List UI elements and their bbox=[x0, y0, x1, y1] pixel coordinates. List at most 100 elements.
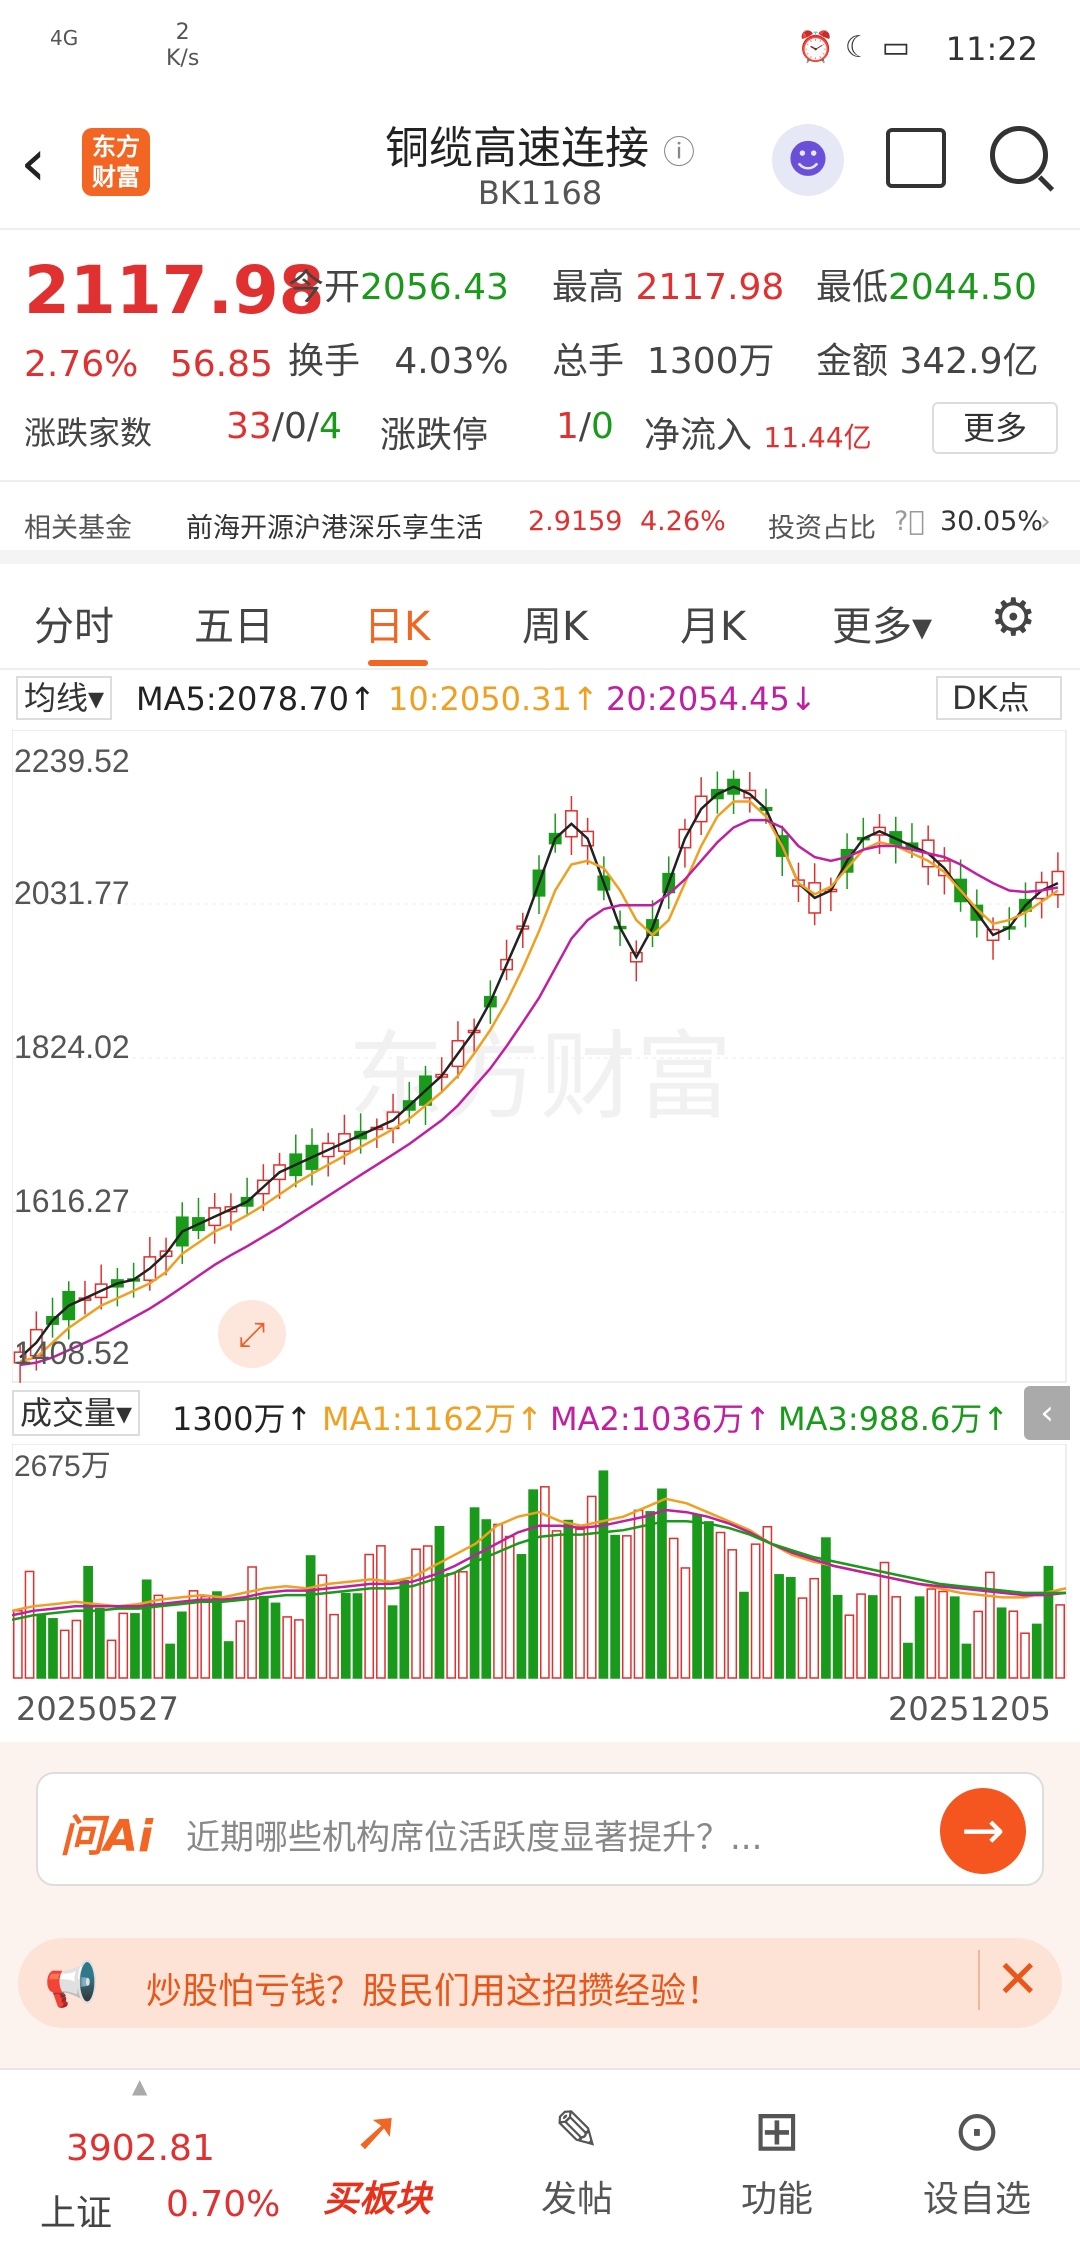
tab-more[interactable]: 更多▾ bbox=[832, 604, 933, 650]
gear-icon[interactable]: ⚙ bbox=[990, 588, 1037, 648]
volume-bar bbox=[118, 1612, 129, 1679]
search-icon[interactable] bbox=[990, 126, 1048, 184]
tab-monthly-k[interactable]: 月K bbox=[680, 604, 747, 650]
collapse-icon[interactable]: ‹ bbox=[1024, 1386, 1070, 1440]
app-logo: 东方 财富 bbox=[82, 128, 150, 196]
volume-bar bbox=[235, 1620, 246, 1679]
volume-legend: 成交量▾ 1300万↑ MA1:1162万↑ MA2:1036万↑ MA3:98… bbox=[0, 1386, 1080, 1442]
volume-bar bbox=[352, 1593, 363, 1679]
volume-ma-line-ma2 bbox=[12, 1508, 1067, 1617]
tab-five-day[interactable]: 五日 bbox=[194, 604, 274, 650]
volume-bar bbox=[774, 1574, 784, 1679]
breadth-label: 涨跌家数 bbox=[24, 414, 153, 452]
watermark: 东方财富 bbox=[348, 1024, 732, 1131]
amount-stat: 金额 342.9亿 bbox=[816, 341, 1039, 382]
index-pct: 0.70% bbox=[166, 2184, 281, 2225]
volume-bar bbox=[949, 1596, 960, 1679]
tab-intraday[interactable]: 分时 bbox=[34, 604, 114, 650]
volume-bar bbox=[785, 1576, 796, 1679]
buy-sector-icon: ➚ bbox=[353, 2099, 401, 2164]
volume-bar bbox=[961, 1643, 972, 1679]
volume-bar bbox=[1020, 1632, 1030, 1679]
back-icon[interactable]: ‹ bbox=[20, 124, 47, 201]
volume-selector[interactable]: 成交量▾ bbox=[12, 1390, 141, 1436]
status-bar: 4G 2 K/s ⏰☾▭ 11:22 bbox=[0, 0, 1080, 100]
tab-buy-sector[interactable]: ➚ 买板块 bbox=[302, 2094, 452, 2222]
volume-bar bbox=[317, 1574, 328, 1679]
volume-bar bbox=[727, 1549, 738, 1679]
edit-icon: ✎ bbox=[553, 2099, 601, 2164]
volume-ma3: MA3:988.6万↑ bbox=[778, 1400, 1010, 1438]
tab-weekly-k[interactable]: 周K bbox=[522, 604, 589, 650]
ai-question[interactable]: 近期哪些机构席位活跃度显著提升？... bbox=[186, 1818, 763, 1858]
volume-bar bbox=[434, 1526, 445, 1679]
volume-chart[interactable]: 2675万 bbox=[12, 1444, 1068, 1680]
volume-bar bbox=[551, 1530, 562, 1679]
y-tick-label: 1408.52 bbox=[14, 1335, 130, 1371]
ai-question-box[interactable]: 问Ai 近期哪些机构席位活跃度显著提升？... → bbox=[36, 1772, 1044, 1886]
volume-bar bbox=[821, 1537, 831, 1679]
help-icon[interactable]: ?⃝ bbox=[894, 506, 925, 537]
volume-bar bbox=[165, 1643, 175, 1679]
start-date: 20250527 bbox=[16, 1690, 179, 1728]
volume-bar bbox=[692, 1514, 702, 1679]
volume-bar bbox=[376, 1545, 386, 1679]
promo-banner[interactable]: 📢 炒股怕亏钱？股民们用这招攒经验！ ✕ bbox=[18, 1938, 1062, 2028]
tab-add-watchlist[interactable]: ⊙ 设自选 bbox=[902, 2094, 1052, 2222]
ai-robot-icon[interactable]: ☻ bbox=[772, 124, 844, 196]
ma-line-ma5 bbox=[19, 785, 1059, 1359]
kline-chart[interactable]: 东方财富 2239.52 2031.77 1824.02 1616.27 1408.52… bbox=[12, 730, 1068, 1384]
ma-selector[interactable]: 均线▾ bbox=[16, 676, 113, 720]
volume-bar bbox=[329, 1613, 339, 1679]
info-icon[interactable]: ⓘ bbox=[662, 133, 695, 171]
volume-bar bbox=[130, 1613, 140, 1679]
arrow-right-icon[interactable]: → bbox=[940, 1788, 1026, 1874]
volume-bar bbox=[223, 1641, 234, 1679]
volume-stat: 总手 1300万 bbox=[552, 341, 775, 382]
tab-post[interactable]: ✎ 发帖 bbox=[502, 2094, 652, 2222]
volume-ma-line-ma3 bbox=[12, 1519, 1066, 1622]
volume-bar bbox=[504, 1535, 515, 1679]
volume-bar bbox=[24, 1570, 35, 1679]
close-icon[interactable]: ✕ bbox=[978, 1950, 1040, 2010]
volume-bar bbox=[715, 1531, 726, 1679]
expand-button[interactable] bbox=[218, 1300, 286, 1368]
fund-name[interactable]: 前海开源沪港深乐享生活 bbox=[186, 513, 483, 544]
open-stat: 今开2056.43 bbox=[288, 267, 509, 308]
volume-bar bbox=[973, 1610, 984, 1679]
volume-bar bbox=[832, 1594, 843, 1679]
page-title: 铜缆高速连接 ⓘ bbox=[384, 123, 695, 174]
promo-text[interactable]: 炒股怕亏钱？股民们用这招攒经验！ bbox=[146, 1971, 723, 2012]
megaphone-icon: 📢 bbox=[44, 1959, 99, 2010]
volume-bar bbox=[867, 1595, 878, 1679]
volume-bar bbox=[879, 1561, 890, 1679]
limit-stat: 1/0 bbox=[556, 406, 614, 447]
volume-bar bbox=[563, 1519, 574, 1679]
volume-bar bbox=[985, 1571, 995, 1679]
related-fund-row[interactable]: 相关基金 前海开源沪港深乐享生活 2.9159 4.26% 投资占比 ?⃝ 30… bbox=[0, 484, 1080, 564]
candle bbox=[1051, 870, 1065, 896]
sector-code: BK1168 bbox=[477, 174, 603, 212]
low-stat: 最低2044.50 bbox=[816, 267, 1037, 308]
high-stat: 最高 2117.98 bbox=[552, 267, 785, 308]
limit-label: 涨跌停 bbox=[380, 415, 489, 456]
tab-daily-k[interactable]: 日K bbox=[364, 604, 431, 650]
chevron-right-icon[interactable]: › bbox=[1040, 506, 1051, 537]
volume-bar bbox=[294, 1619, 304, 1679]
volume-bar bbox=[106, 1639, 117, 1679]
volume-bar bbox=[668, 1537, 679, 1679]
ma-line-ma10 bbox=[19, 800, 1059, 1363]
volume-bar bbox=[762, 1526, 773, 1679]
index-value: 3902.81 bbox=[66, 2128, 215, 2169]
volume-bar bbox=[200, 1595, 211, 1679]
tab-functions[interactable]: ⊞ 功能 bbox=[702, 2094, 852, 2222]
dk-point-selector[interactable]: DK点 bbox=[936, 676, 1062, 720]
share-icon[interactable] bbox=[886, 128, 946, 188]
volume-bar bbox=[891, 1596, 902, 1679]
volume-bar bbox=[71, 1619, 82, 1679]
y-tick-label: 2239.52 bbox=[14, 743, 130, 779]
volume-bar bbox=[645, 1511, 656, 1679]
more-button[interactable]: 更多 bbox=[932, 402, 1058, 454]
volume-bar bbox=[258, 1595, 269, 1679]
quote-panel: 2117.98 2.76% 56.85 今开2056.43 最高 2117.98… bbox=[0, 232, 1080, 482]
